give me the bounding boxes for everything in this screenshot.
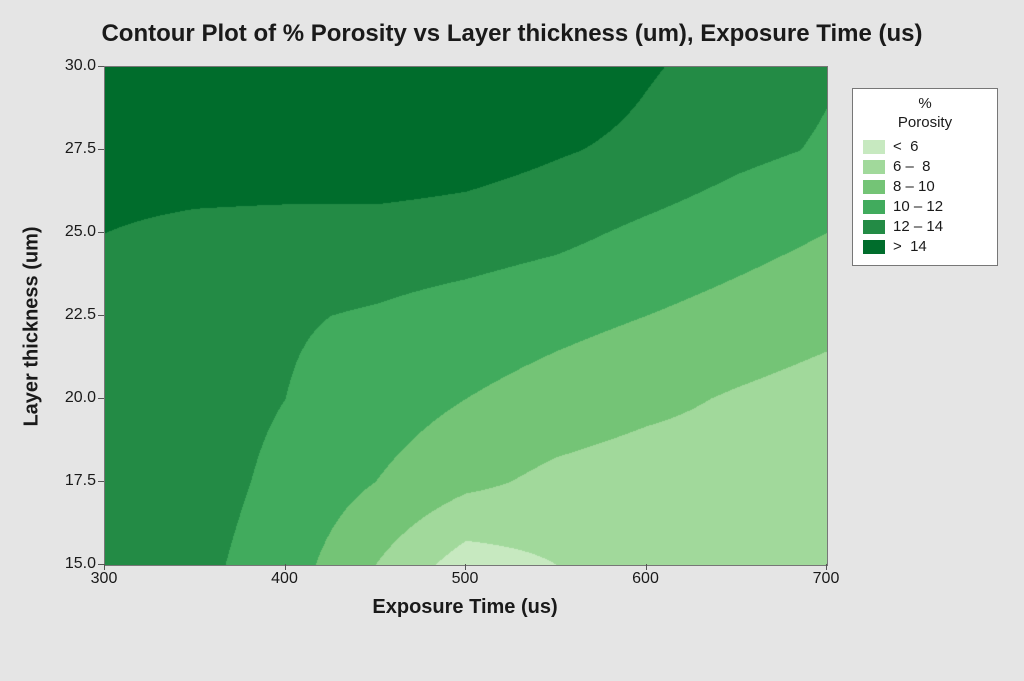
legend-title-line2: Porosity [898, 114, 952, 131]
legend-item: 12 – 14 [863, 217, 987, 237]
legend-swatch [863, 140, 885, 154]
legend-label: 10 – 12 [893, 198, 943, 215]
y-tick: 15.0 [65, 555, 96, 573]
x-tick: 400 [271, 570, 298, 588]
legend-swatch [863, 180, 885, 194]
legend-label: < 6 [893, 138, 918, 155]
legend-swatch [863, 160, 885, 174]
contour-plot-area [104, 66, 828, 566]
legend-label: > 14 [893, 238, 927, 255]
x-axis-label: Exposure Time (us) [372, 596, 557, 619]
x-tick: 700 [813, 570, 840, 588]
legend-swatch [863, 240, 885, 254]
y-tick: 20.0 [65, 389, 96, 407]
y-tick: 30.0 [65, 57, 96, 75]
y-tick: 25.0 [65, 223, 96, 241]
legend-item: > 14 [863, 237, 987, 257]
legend-title-line1: % [918, 95, 931, 112]
x-tick: 600 [632, 570, 659, 588]
legend-item: 8 – 10 [863, 177, 987, 197]
chart-title: Contour Plot of % Porosity vs Layer thic… [0, 20, 1024, 48]
y-tick: 27.5 [65, 140, 96, 158]
legend-item: 10 – 12 [863, 197, 987, 217]
legend-label: 12 – 14 [893, 218, 943, 235]
contour-canvas [105, 67, 827, 565]
legend-item: 6 – 8 [863, 157, 987, 177]
legend-label: 8 – 10 [893, 178, 935, 195]
legend-label: 6 – 8 [893, 158, 931, 175]
legend-item: < 6 [863, 137, 987, 157]
y-axis-label: Layer thickness (um) [21, 226, 44, 426]
y-tick: 17.5 [65, 472, 96, 490]
y-tick: 22.5 [65, 306, 96, 324]
legend-title: % Porosity [863, 95, 987, 133]
legend-swatch [863, 220, 885, 234]
legend: % Porosity < 6 6 – 8 8 – 10 10 – 12 12 – 14 >… [852, 88, 998, 266]
legend-swatch [863, 200, 885, 214]
x-tick: 500 [452, 570, 479, 588]
